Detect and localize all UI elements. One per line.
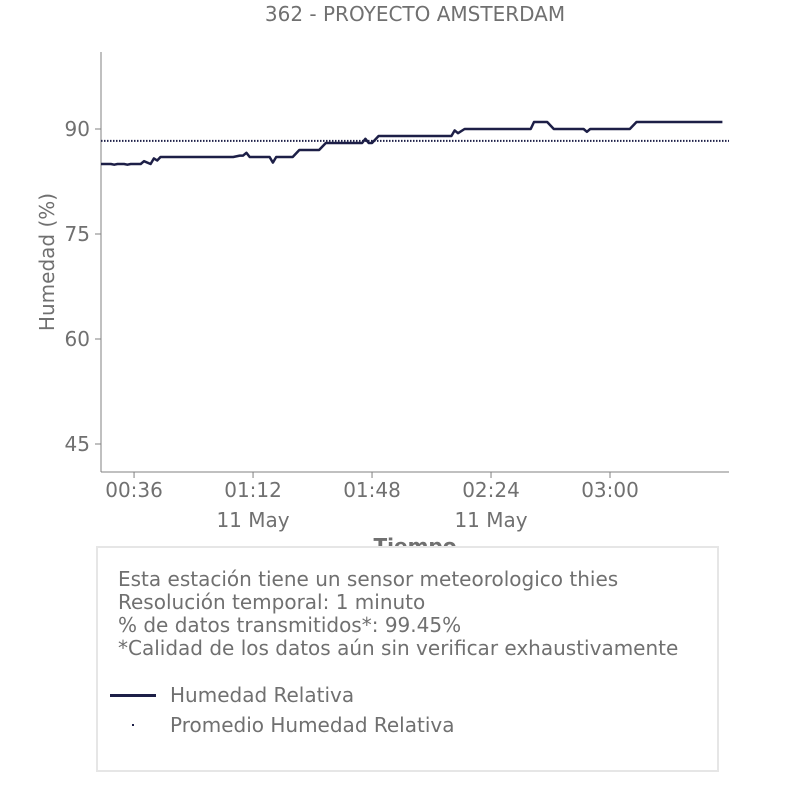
- y-tick-label: 75: [65, 222, 90, 246]
- x-tick-label: 01:12: [224, 478, 282, 502]
- info-panel: Esta estación tiene un sensor meteorolog…: [96, 546, 719, 772]
- y-tick-label: 45: [65, 432, 90, 456]
- info-line-transmitted: % de datos transmitidos*: 99.45%: [118, 613, 462, 637]
- x-tick-label: 02:24: [462, 478, 520, 502]
- y-axis-label: Humedad (%): [35, 193, 59, 331]
- legend-label-average: Promedio Humedad Relativa: [170, 713, 455, 737]
- legend-item-humidity: Humedad Relativa: [110, 680, 454, 710]
- x-tick-date-label: 11 May: [454, 508, 527, 532]
- humidity-chart: 362 - PROYECTO AMSTERDAM Humedad (%) Tie…: [35, 2, 729, 558]
- chart-legend: Humedad Relativa Promedio Humedad Relati…: [110, 680, 454, 740]
- x-tick-label: 00:36: [105, 478, 163, 502]
- legend-swatch-dot: [110, 710, 156, 740]
- x-tick-label: 01:48: [343, 478, 401, 502]
- y-tick-label: 90: [65, 117, 90, 141]
- info-line-quality: *Calidad de los datos aún sin verificar …: [118, 636, 679, 660]
- chart-title: 362 - PROYECTO AMSTERDAM: [265, 2, 565, 26]
- y-tick-label: 60: [65, 327, 90, 351]
- x-tick-label: 03:00: [581, 478, 639, 502]
- info-line-sensor: Esta estación tiene un sensor meteorolog…: [118, 567, 619, 591]
- legend-item-average: Promedio Humedad Relativa: [110, 710, 454, 740]
- legend-label-humidity: Humedad Relativa: [170, 683, 355, 707]
- x-tick-date-label: 11 May: [216, 508, 289, 532]
- info-line-resolution: Resolución temporal: 1 minuto: [118, 590, 426, 614]
- info-text: Esta estación tiene un sensor meteorolog…: [118, 568, 678, 660]
- legend-swatch-line: [110, 680, 156, 710]
- humidity-series-line: [101, 120, 723, 166]
